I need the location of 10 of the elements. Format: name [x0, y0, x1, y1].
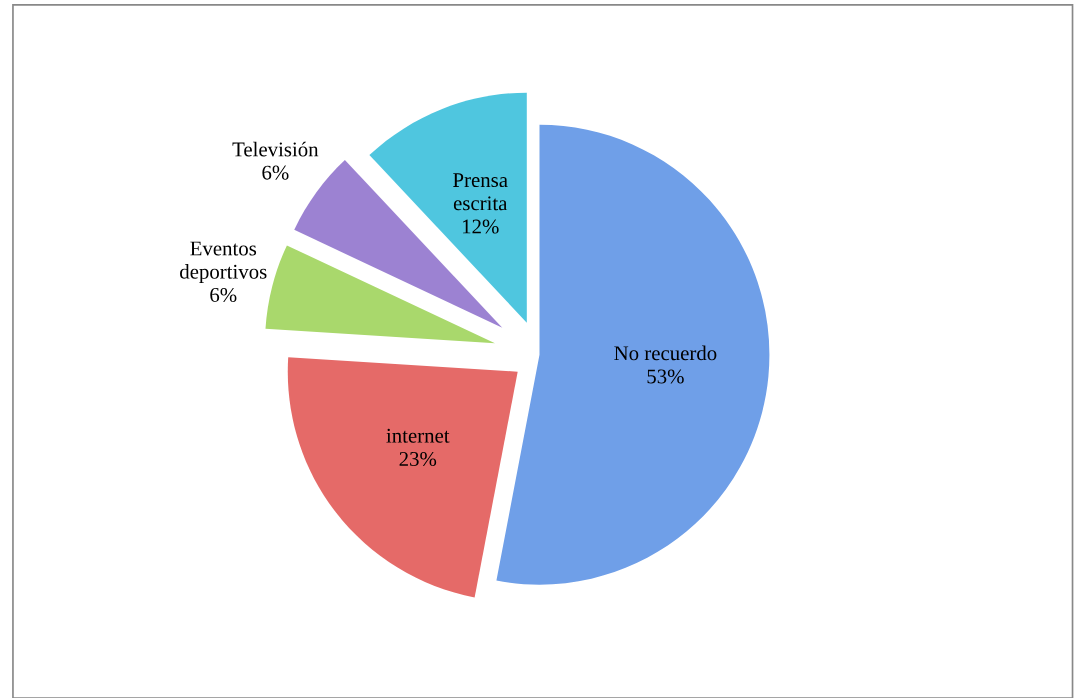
slice-label: Prensa escrita [453, 173, 508, 211]
data-label: 6% [210, 287, 237, 303]
data-label: 12% [462, 219, 499, 234]
data-label: 6% [262, 165, 289, 180]
slice-label: Televisión [232, 141, 319, 157]
data-label: 53% [647, 369, 684, 384]
slice-label: Eventos deportivos [180, 241, 267, 283]
slice-label: internet [386, 428, 450, 443]
data-label: 23% [399, 451, 437, 467]
slice-label: No recuerdo [614, 345, 717, 361]
